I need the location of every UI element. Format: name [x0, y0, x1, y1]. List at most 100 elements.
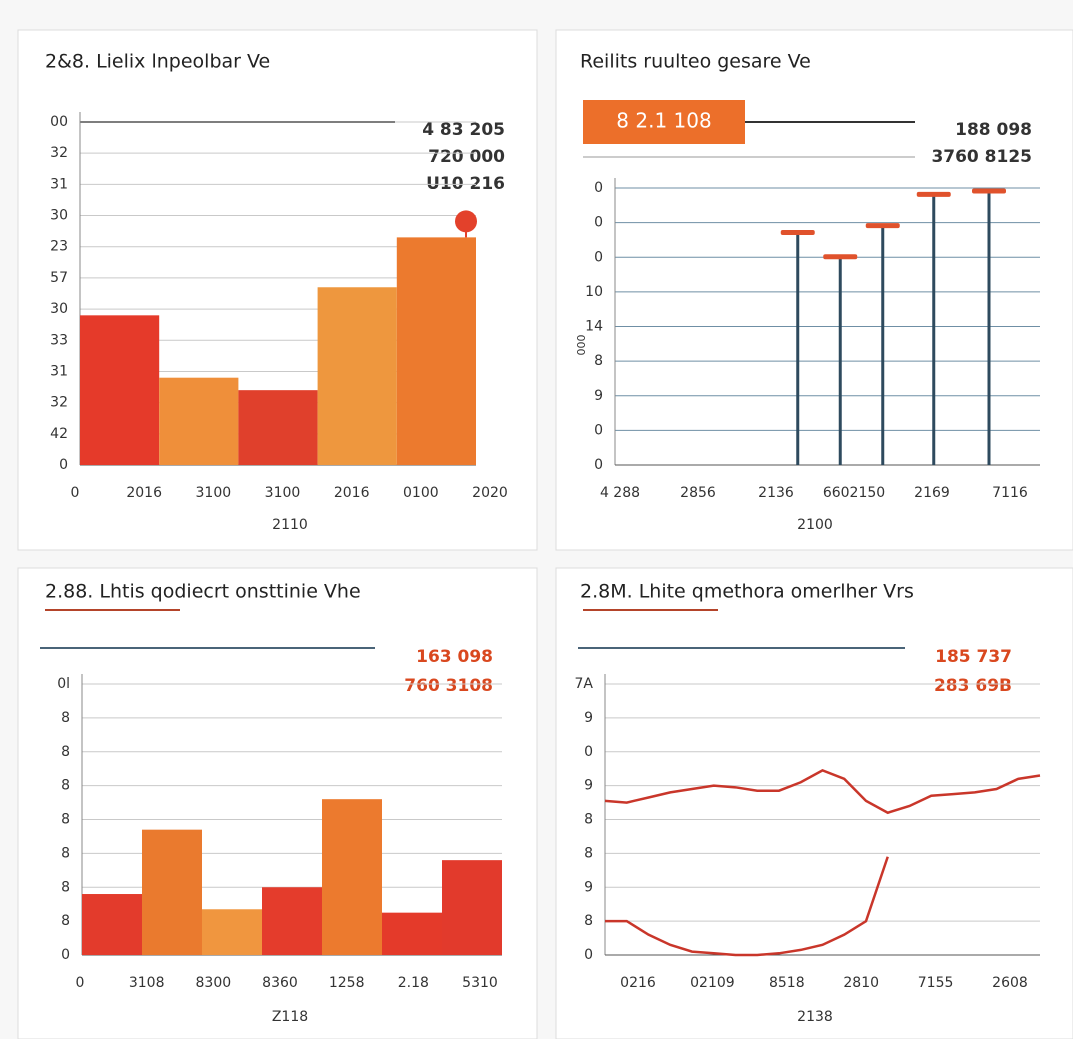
x-tick-label: 3100: [196, 485, 232, 501]
y-tick-label: 0: [584, 947, 593, 963]
y-tick-label: 0: [594, 215, 603, 231]
y-tick-label: 0: [584, 744, 593, 760]
y-tick-label: 8: [61, 812, 70, 828]
x-tick-label: 0216: [620, 975, 656, 991]
stem-cap: [823, 254, 858, 260]
x-tick-label: 2.18: [398, 975, 429, 991]
line: [605, 856, 889, 957]
bar: [238, 390, 318, 465]
y-tick-label: 0: [594, 180, 603, 196]
bar: [202, 909, 262, 955]
badge-text: 8 2.1 108: [616, 109, 711, 133]
y-tick-label: 33: [50, 332, 68, 348]
x-tick-label: 2016: [126, 485, 162, 501]
x-tick-label: 0: [71, 485, 80, 501]
annotation: 760 3108: [404, 676, 493, 696]
y-tick-label: 32: [50, 145, 68, 161]
x-tick-label: 0: [76, 975, 85, 991]
line: [604, 769, 1041, 815]
bar: [442, 860, 502, 955]
x-tick-label: 02109: [690, 975, 735, 991]
x-tick-label: 8300: [196, 975, 232, 991]
annotation: 188 098: [955, 120, 1032, 140]
y-tick-label: 8: [61, 778, 70, 794]
chart-title: 2&8. Lielix lnpeolbar Ve: [45, 51, 270, 73]
x-tick-label: 7116: [992, 485, 1028, 501]
badge: [583, 100, 745, 144]
y-tick-label: 23: [50, 239, 68, 255]
y-tick-label: 31: [50, 363, 68, 379]
stem-cap: [972, 188, 1006, 194]
y-tick-label: 30: [50, 301, 68, 317]
bar: [317, 287, 397, 465]
y-tick-label: 00: [50, 114, 68, 130]
bar: [142, 829, 202, 955]
y-tick-label: 10: [585, 284, 603, 300]
y-tick-label: 8: [584, 812, 593, 828]
x-axis-label: Z118: [272, 1009, 308, 1025]
panel: [17, 567, 538, 1039]
bar: [322, 799, 382, 955]
annotation: 283 69B: [934, 676, 1012, 696]
y-tick-label: 31: [50, 176, 68, 192]
y-tick-label: 8: [61, 879, 70, 895]
y-tick-label: 14: [585, 319, 603, 335]
y-tick-label: 30: [50, 208, 68, 224]
bar: [396, 237, 476, 465]
y-tick-label: 0l: [57, 676, 70, 692]
bar: [159, 377, 239, 465]
x-tick-label: 6602150: [823, 485, 885, 501]
x-tick-label: 1258: [329, 975, 365, 991]
y-tick-label: 9: [584, 710, 593, 726]
y-tick-label: 9: [584, 879, 593, 895]
x-tick-label: 2020: [472, 485, 508, 501]
chart-title: 2.88. Lhtis qodiecrt onsttinie Vhe: [45, 581, 361, 603]
y-tick-label: 32: [50, 395, 68, 411]
annotation: 185 737: [935, 647, 1012, 667]
y-tick-label: 9: [584, 778, 593, 794]
x-tick-label: 2169: [914, 485, 950, 501]
y-tick-label: 9: [594, 388, 603, 404]
stem-cap: [865, 223, 900, 229]
x-tick-label: 2016: [334, 485, 370, 501]
y-tick-label: 0: [59, 457, 68, 473]
bar: [82, 894, 142, 955]
x-tick-label: 3100: [265, 485, 301, 501]
y-tick-label: 0: [594, 422, 603, 438]
x-tick-label: 4 288: [600, 485, 640, 501]
x-tick-label: 2810: [843, 975, 879, 991]
x-tick-label: 2856: [680, 485, 716, 501]
y-tick-label: 42: [50, 426, 68, 442]
y-tick-label: 8: [61, 710, 70, 726]
y-tick-label: 8: [61, 913, 70, 929]
stem-cap: [916, 191, 951, 197]
x-tick-label: 0100: [403, 485, 439, 501]
chart-title: Reilits ruulteo gesare Ve: [580, 51, 811, 73]
annotation: 4 83 205: [422, 120, 505, 140]
x-tick-label: 7155: [918, 975, 954, 991]
y-tick-label: 8: [61, 744, 70, 760]
y-tick-label: 0: [594, 249, 603, 265]
x-tick-label: 5310: [462, 975, 498, 991]
x-tick-label: 8518: [769, 975, 805, 991]
x-axis-label: 2100: [797, 517, 833, 533]
y-tick-label: 7A: [575, 676, 594, 692]
y-axis-label: 000: [575, 335, 588, 356]
panel: [555, 567, 1073, 1039]
bar: [80, 315, 160, 465]
annotation: 163 098: [416, 647, 493, 667]
x-tick-label: 2136: [758, 485, 794, 501]
x-tick-label: 8360: [262, 975, 298, 991]
y-tick-label: 0: [61, 947, 70, 963]
x-tick-label: 3108: [129, 975, 165, 991]
marker: [455, 210, 477, 233]
y-tick-label: 8: [584, 913, 593, 929]
y-tick-label: 8: [594, 353, 603, 369]
x-axis-label: 2110: [272, 517, 308, 533]
bar: [262, 887, 322, 955]
bar: [382, 912, 442, 955]
x-tick-label: 2608: [992, 975, 1028, 991]
panel: [555, 29, 1073, 551]
y-tick-label: 8: [584, 845, 593, 861]
y-tick-label: 0: [594, 457, 603, 473]
